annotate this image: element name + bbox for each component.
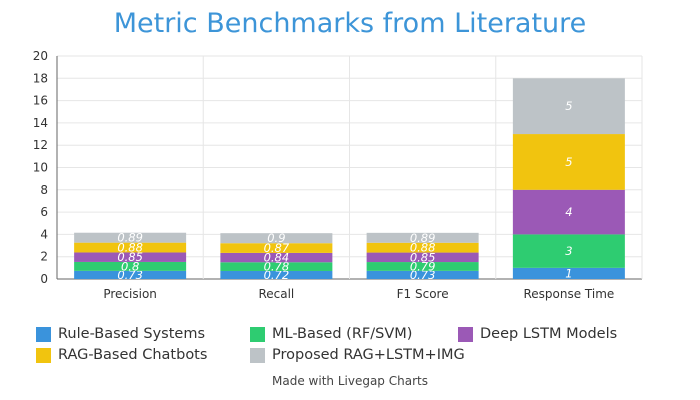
x-tick-label: Response Time xyxy=(523,287,614,301)
data-label: 0.73 xyxy=(410,268,436,282)
legend-swatch xyxy=(36,326,51,342)
y-tick-label: 4 xyxy=(40,227,48,241)
data-label: 5 xyxy=(565,99,572,113)
bar-segment xyxy=(74,242,187,253)
data-label: 4 xyxy=(565,205,572,219)
bar-segment xyxy=(366,262,479,271)
data-label: 0.89 xyxy=(117,231,143,245)
legend-swatch xyxy=(458,326,473,342)
bar-segment xyxy=(74,232,187,243)
bar-segment xyxy=(74,261,187,271)
y-tick-label: 14 xyxy=(33,116,48,130)
y-tick-label: 6 xyxy=(40,205,48,219)
legend-label: Deep LSTM Models xyxy=(480,326,618,342)
data-label: 0.9 xyxy=(267,231,285,245)
y-tick-label: 2 xyxy=(40,250,48,264)
bar-segment xyxy=(220,233,333,244)
x-tick-label: F1 Score xyxy=(397,287,449,301)
y-tick-label: 8 xyxy=(40,183,48,197)
data-label: 0.88 xyxy=(410,241,436,255)
data-label: 0.88 xyxy=(117,241,143,255)
bar-segment xyxy=(220,262,333,271)
legend-item-proposed[interactable]: Proposed RAG+LSTM+IMG xyxy=(250,347,465,363)
bar-segment xyxy=(366,252,479,263)
data-label: 0.87 xyxy=(264,241,290,255)
data-label: 0.89 xyxy=(410,231,436,245)
bar-segment xyxy=(366,232,479,243)
legend-swatch xyxy=(250,347,265,363)
y-tick-label: 12 xyxy=(33,138,48,152)
y-tick-label: 10 xyxy=(33,161,48,175)
y-tick-label: 20 xyxy=(33,49,48,63)
legend-swatch xyxy=(36,347,51,363)
data-label: 0.78 xyxy=(264,260,290,274)
y-tick-label: 18 xyxy=(33,71,48,85)
x-tick-label: Recall xyxy=(258,287,294,301)
data-label: 0.79 xyxy=(410,259,436,273)
legend-item-rule-based[interactable]: Rule-Based Systems xyxy=(36,326,205,342)
bar-segment xyxy=(512,267,625,279)
bar-segment xyxy=(366,270,479,279)
bar-segment xyxy=(512,189,625,235)
bar-segment xyxy=(512,134,625,190)
bar-segment xyxy=(512,78,625,135)
bar-segment xyxy=(512,234,625,268)
legend-label: RAG-Based Chatbots xyxy=(58,347,208,363)
y-tick-label: 16 xyxy=(33,94,48,108)
bar-segment xyxy=(220,270,333,279)
bar-segment xyxy=(74,270,187,279)
legend-label: Rule-Based Systems xyxy=(58,326,206,342)
data-label: 0.73 xyxy=(117,268,143,282)
bar-segment xyxy=(220,252,333,263)
x-tick-label: Precision xyxy=(103,287,157,301)
legend-item-rag-based[interactable]: RAG-Based Chatbots xyxy=(36,347,207,363)
data-label: 0.85 xyxy=(117,250,143,264)
credit-text: Made with Livegap Charts xyxy=(272,374,428,388)
legend-label: Proposed RAG+LSTM+IMG xyxy=(272,347,465,363)
legend-item-ml-based[interactable]: ML-Based (RF/SVM) xyxy=(250,326,412,342)
bar-segment xyxy=(74,252,187,262)
bar-segment xyxy=(220,243,333,253)
data-label: 3 xyxy=(565,244,572,258)
y-tick-label: 0 xyxy=(40,272,48,286)
data-label: 0.85 xyxy=(410,250,436,264)
data-label: 1 xyxy=(565,266,572,280)
bar-segment xyxy=(366,242,479,253)
chart-title: Metric Benchmarks from Literature xyxy=(113,8,587,39)
data-label: 0.72 xyxy=(264,268,290,282)
data-label: 5 xyxy=(565,155,572,169)
data-label: 0.8 xyxy=(121,259,139,273)
legend-label: ML-Based (RF/SVM) xyxy=(272,326,413,342)
stacked-bar-chart: 024681012141618200.730.80.850.880.89Prec… xyxy=(33,49,643,301)
legend-swatch xyxy=(250,326,265,342)
data-label: 0.84 xyxy=(264,251,290,265)
legend-item-deep-lstm[interactable]: Deep LSTM Models xyxy=(458,326,617,342)
